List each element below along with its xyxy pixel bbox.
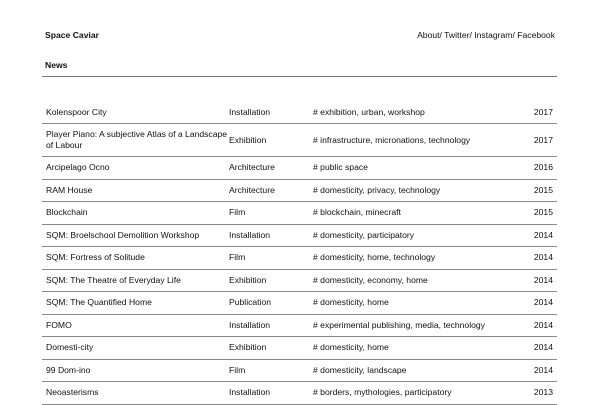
project-title[interactable]: 99 Dom-ino (42, 359, 229, 382)
project-title[interactable]: SQM: Fortress of Solitude (42, 246, 229, 270)
top-nav: About/ Twitter/ Instagram/ Facebook (417, 30, 555, 40)
project-row[interactable]: Neoasterisms Installation # borders, mytho… (42, 381, 557, 405)
project-tags: # domesticity, participatory (313, 224, 513, 247)
section-title[interactable]: News (45, 60, 68, 70)
project-title[interactable]: SQM: The Quantified Home (42, 291, 229, 315)
project-row[interactable]: SQM: Fortress of Solitude Film # domestici… (42, 246, 557, 270)
project-year: 2014 (513, 269, 557, 292)
nav-twitter-link[interactable]: Twitter/ (444, 30, 472, 40)
project-row[interactable]: Arcipelago Ocno Architecture # public spac… (42, 156, 557, 180)
project-type: Film (229, 359, 313, 382)
project-row[interactable]: Player Piano: A subjective Atlas of a La… (42, 123, 557, 157)
project-year: 2013 (513, 381, 557, 405)
project-tags: # public space (313, 156, 513, 180)
project-year: 2014 (513, 359, 557, 382)
project-tags: # domesticity, privacy, technology (313, 179, 513, 202)
project-title[interactable]: SQM: Broelschool Demolition Workshop (42, 224, 229, 247)
project-type: Installation (229, 381, 313, 405)
project-tags: # blockchain, minecraft (313, 201, 513, 225)
project-year: 2015 (513, 179, 557, 202)
project-title[interactable]: Kolenspoor City (42, 101, 229, 124)
project-tags: # experimental publishing, media, techno… (313, 314, 513, 337)
project-year: 2014 (513, 224, 557, 247)
project-type: Installation (229, 101, 313, 124)
project-year: 2015 (513, 201, 557, 225)
project-type: Film (229, 246, 313, 270)
project-tags: # domesticity, landscape (313, 359, 513, 382)
project-row[interactable]: 99 Dom-ino Film # domesticity, landscape 20… (42, 359, 557, 382)
project-type: Exhibition (229, 336, 313, 360)
divider (42, 76, 557, 77)
project-type: Architecture (229, 156, 313, 180)
project-tags: # domesticity, home, technology (313, 246, 513, 270)
project-row[interactable]: SQM: Broelschool Demolition Workshop Inst… (42, 224, 557, 247)
project-type: Installation (229, 314, 313, 337)
projects-table: Kolenspoor City Installation # exhibition,… (42, 101, 557, 405)
project-row[interactable]: Kolenspoor City Installation # exhibition,… (42, 101, 557, 124)
project-type: Architecture (229, 179, 313, 202)
project-type: Publication (229, 291, 313, 315)
project-tags: # exhibition, urban, workshop (313, 101, 513, 124)
project-tags: # domesticity, economy, home (313, 269, 513, 292)
project-title[interactable]: SQM: The Theatre of Everyday Life (42, 269, 229, 292)
project-type: Exhibition (229, 269, 313, 292)
project-year: 2014 (513, 291, 557, 315)
nav-instagram-link[interactable]: Instagram/ (474, 30, 515, 40)
project-type: Film (229, 201, 313, 225)
project-row[interactable]: FOMO Installation # experimental publishin… (42, 314, 557, 337)
project-tags: # infrastructure, micronations, technolo… (313, 123, 513, 157)
project-year: 2014 (513, 314, 557, 337)
project-row[interactable]: RAM House Architecture # domesticity, priv… (42, 179, 557, 202)
project-title[interactable]: Player Piano: A subjective Atlas of a La… (42, 123, 229, 157)
project-type: Installation (229, 224, 313, 247)
project-tags: # borders, mythologies, participatory (313, 381, 513, 405)
project-year: 2017 (513, 123, 557, 157)
project-title[interactable]: FOMO (42, 314, 229, 337)
project-title[interactable]: RAM House (42, 179, 229, 202)
project-row[interactable]: SQM: The Quantified Home Publication # dom… (42, 291, 557, 315)
project-row[interactable]: SQM: The Theatre of Everyday Life Exhibit… (42, 269, 557, 292)
project-year: 2014 (513, 246, 557, 270)
project-title[interactable]: Blockchain (42, 201, 229, 225)
project-year: 2014 (513, 336, 557, 360)
project-row[interactable]: Blockchain Film # blockchain, minecraft 201… (42, 201, 557, 225)
nav-about-link[interactable]: About/ (417, 30, 442, 40)
nav-facebook-link[interactable]: Facebook (517, 30, 555, 40)
project-year: 2017 (513, 101, 557, 124)
project-year: 2016 (513, 156, 557, 180)
project-tags: # domesticity, home (313, 291, 513, 315)
project-title[interactable]: Neoasterisms (42, 381, 229, 405)
project-row[interactable]: Domesti-city Exhibition # domesticity, hom… (42, 336, 557, 360)
project-tags: # domesticity, home (313, 336, 513, 360)
brand-logo-link[interactable]: Space Caviar (45, 30, 99, 40)
project-title[interactable]: Arcipelago Ocno (42, 156, 229, 180)
project-type: Exhibition (229, 123, 313, 157)
project-title[interactable]: Domesti-city (42, 336, 229, 360)
